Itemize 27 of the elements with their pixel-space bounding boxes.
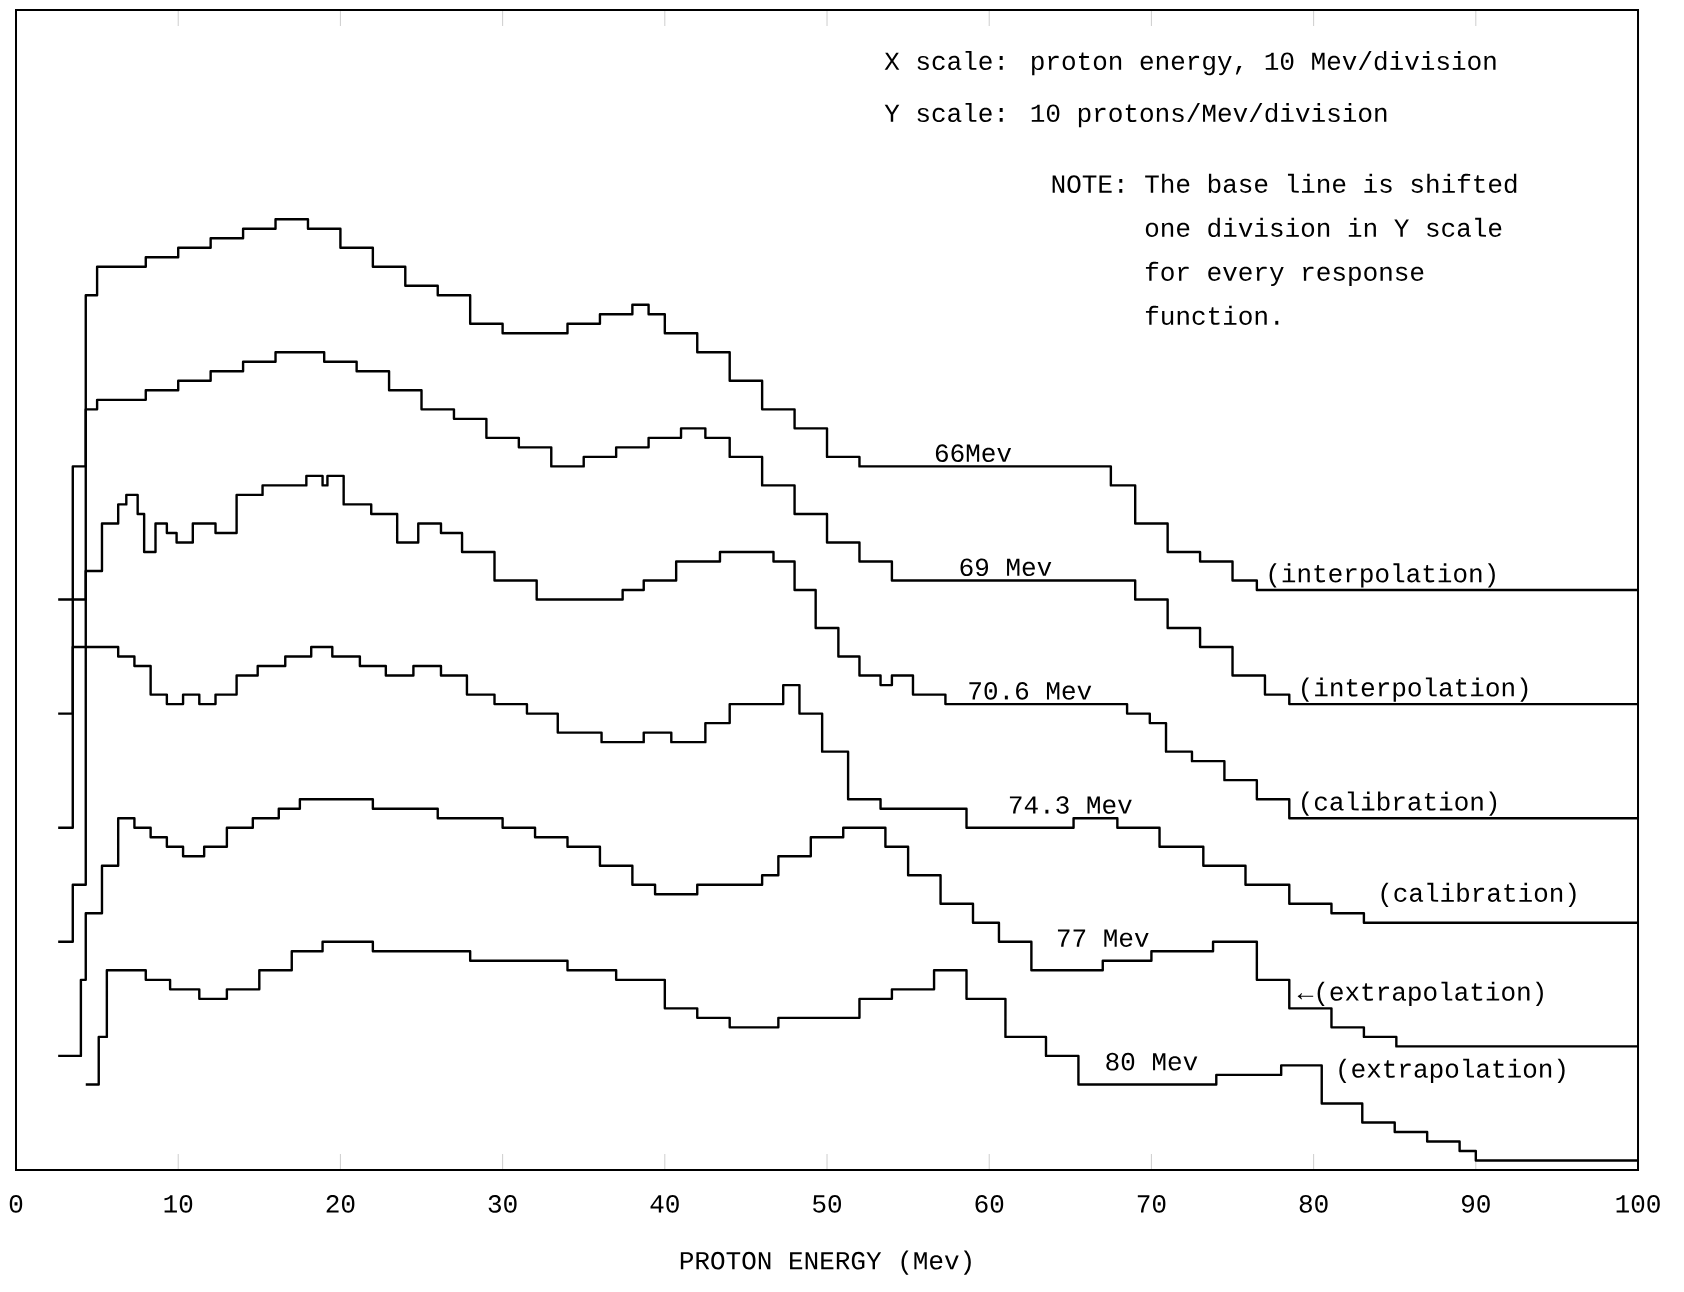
x-tick-label: 10 (164, 1195, 193, 1213)
x-tick-label: 0 (9, 1195, 23, 1213)
annotation: (interpolation) (1269, 563, 1495, 588)
x-tick-label: 50 (813, 1195, 841, 1213)
series-label: 69 Mev (960, 558, 1052, 577)
text: X scale: proton energy, 10 Mev/division (884, 50, 1496, 76)
series-label: 74.3 Mev (1009, 796, 1132, 814)
annotation: (interpolation) (1302, 677, 1528, 702)
x-tick-label: 100 (1616, 1195, 1660, 1213)
x-tick-label: 80 (1299, 1195, 1328, 1213)
series-label: 80 Mev (1106, 1052, 1198, 1071)
series-label: 66Mev (935, 444, 1012, 462)
x-tick-label: 90 (1462, 1195, 1490, 1213)
annotation: (calibration) (1302, 791, 1497, 816)
annotation: (calibration) (1381, 882, 1576, 908)
series-label: 77 Mev (1057, 929, 1149, 947)
annotation: (extrapolation) (1339, 1058, 1565, 1083)
x-axis-title: PROTON ENERGY (Mev) (680, 1250, 971, 1275)
text: Y scale: 10 protons/Mev/division (884, 102, 1387, 128)
series-label: 70.6 Mev (969, 682, 1092, 700)
x-tick-label: 60 (975, 1195, 1004, 1213)
annotation: NOTE: The base line is shifted one division in Y scale for every response function. (1052, 173, 1517, 325)
x-tick-label: 30 (488, 1195, 517, 1213)
x-tick-label: 20 (326, 1195, 355, 1213)
x-tick-label: 40 (650, 1195, 679, 1213)
x-tick-label: 70 (1137, 1195, 1166, 1213)
annotation: ←(extrapolation) (1297, 981, 1543, 1006)
